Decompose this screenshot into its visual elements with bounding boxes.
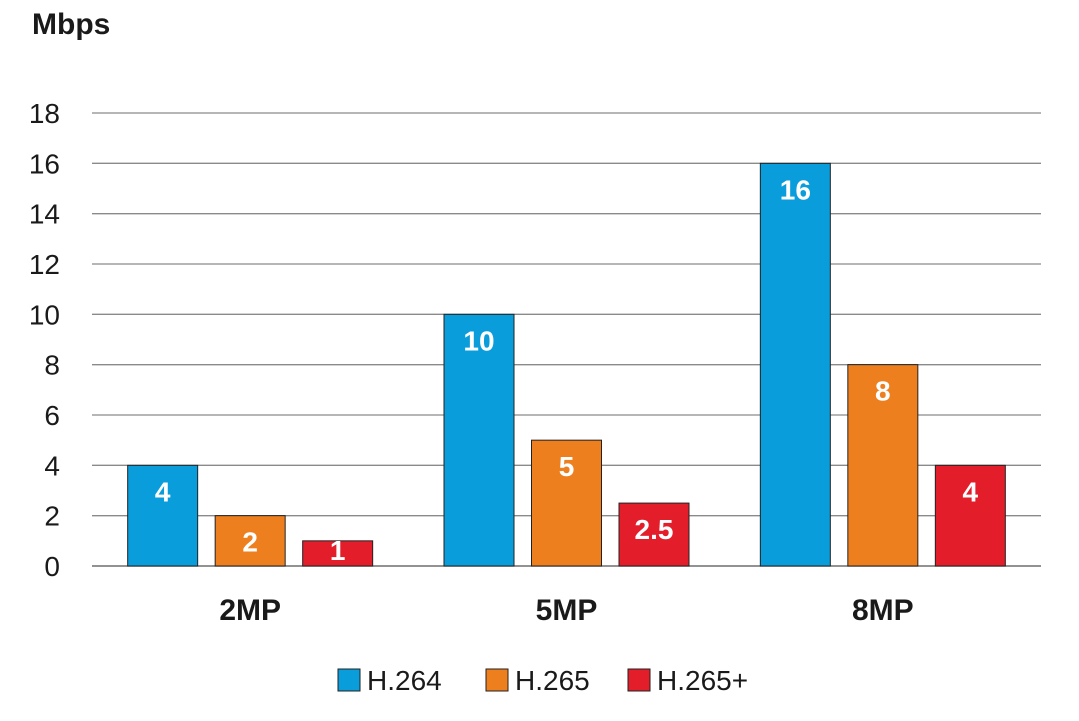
bar xyxy=(759,162,831,567)
data-label: 2.5 xyxy=(635,514,674,545)
data-label: 8 xyxy=(875,376,891,407)
bar xyxy=(127,464,199,567)
legend-label: H.265 xyxy=(515,665,590,696)
bar xyxy=(443,313,515,567)
bars xyxy=(127,162,1006,567)
bar xyxy=(214,515,286,567)
y-tick-label: 2 xyxy=(44,501,60,532)
y-axis-unit-label: Mbps xyxy=(32,8,110,41)
legend-swatch xyxy=(627,668,651,692)
bar xyxy=(618,502,690,567)
bar xyxy=(847,364,919,567)
legend-swatch xyxy=(337,668,361,692)
legend-swatch xyxy=(485,668,509,692)
data-label: 2 xyxy=(242,527,258,558)
data-label: 1 xyxy=(330,535,346,566)
bar xyxy=(531,439,602,567)
bar xyxy=(934,464,1006,567)
y-tick-label: 12 xyxy=(29,249,60,280)
y-tick-label: 6 xyxy=(44,400,60,431)
y-tick-label: 8 xyxy=(44,350,60,381)
category-label: 2MP xyxy=(219,594,281,627)
data-label: 16 xyxy=(780,174,811,205)
legend: H.264 H.265 H.265+ xyxy=(337,665,748,696)
legend-label: H.264 xyxy=(367,665,442,696)
data-label: 10 xyxy=(463,325,494,356)
data-label: 5 xyxy=(559,451,575,482)
y-tick-label: 16 xyxy=(29,148,60,179)
y-tick-label: 10 xyxy=(29,299,60,330)
category-label: 5MP xyxy=(536,594,598,627)
x-axis-categories: 2MP 5MP 8MP xyxy=(219,594,913,627)
y-tick-label: 0 xyxy=(44,551,60,582)
category-label: 8MP xyxy=(852,594,914,627)
data-label: 4 xyxy=(963,476,979,507)
data-labels: 4 2 1 10 5 2.5 16 8 4 xyxy=(155,174,979,566)
y-tick-label: 4 xyxy=(44,450,60,481)
bar xyxy=(302,540,374,567)
data-label: 4 xyxy=(155,476,171,507)
legend-label: H.265+ xyxy=(657,665,748,696)
y-tick-label: 14 xyxy=(29,199,60,230)
y-axis-ticks: 0 2 4 6 8 10 12 14 16 18 xyxy=(29,98,60,582)
y-tick-label: 18 xyxy=(29,98,60,129)
